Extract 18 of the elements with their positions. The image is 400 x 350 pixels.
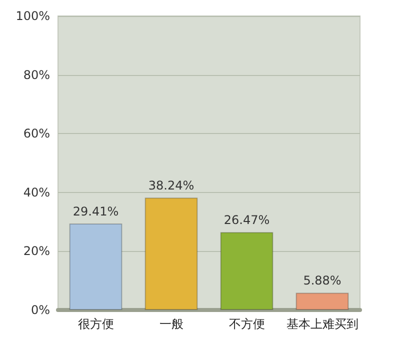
bar: [296, 292, 349, 310]
bar: [69, 224, 122, 310]
bar: [220, 232, 274, 310]
data-label: 38.24%: [148, 178, 194, 193]
data-label: 26.47%: [224, 213, 270, 228]
y-tick-label: 80%: [23, 68, 50, 82]
data-label: 29.41%: [72, 204, 119, 219]
data-label: 5.88%: [303, 274, 342, 288]
x-tick-label: 不方便: [228, 317, 265, 331]
y-tick-label: 0%: [30, 303, 50, 317]
x-tick-label: 一般: [159, 317, 184, 331]
y-tick-label: 60%: [23, 126, 50, 141]
y-tick-label: 40%: [23, 185, 50, 200]
x-tick-label: 基本上难买到: [286, 317, 358, 331]
bar: [144, 198, 198, 310]
x-tick-label: 很方便: [78, 317, 114, 331]
y-tick-label: 100%: [16, 9, 50, 23]
y-tick-label: 20%: [23, 244, 50, 258]
